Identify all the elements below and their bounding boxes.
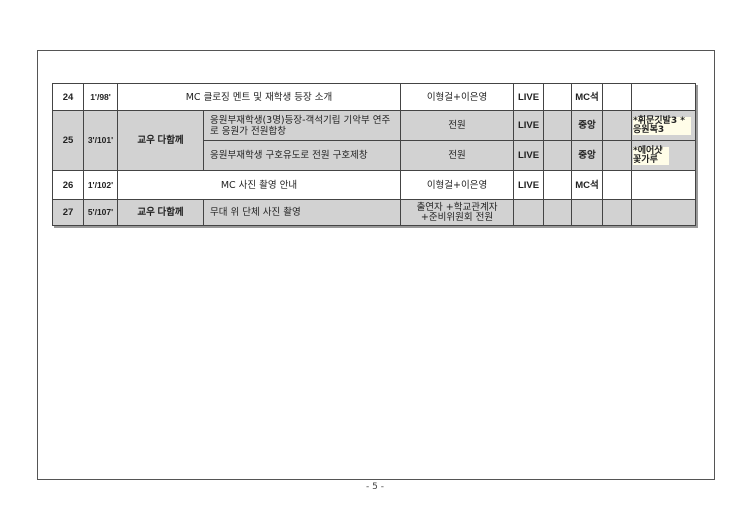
- row-position: MC석: [571, 170, 604, 200]
- row-sound: LIVE: [513, 83, 545, 111]
- row-position: MC석: [571, 83, 604, 111]
- row-content: 무대 위 단체 사진 촬영: [202, 199, 402, 226]
- table-row: 26 1'/102' MC 사진 촬영 안내 이형걸+이은영 LIVE MC석: [52, 170, 697, 200]
- row-time: 3'/101': [83, 110, 118, 171]
- row-content: MC 사진 촬영 안내: [116, 170, 402, 200]
- row-position: 중앙: [571, 110, 604, 141]
- row-sound: LIVE: [513, 170, 545, 200]
- row-note: *휘문깃발3 *응원복3: [633, 116, 692, 135]
- table-row: 27 5'/107' 교우 다함께 무대 위 단체 사진 촬영 출연자 +학교관…: [52, 199, 697, 226]
- row-performer: 전원: [400, 110, 515, 141]
- row-no: 25: [52, 110, 84, 171]
- row-group: 교우 다함께: [117, 110, 204, 171]
- row-time: 5'/107': [83, 199, 118, 226]
- row-content: 응원부재학생(3명)등장-객석기립 기악부 연주로 응원가 전원합창: [202, 110, 402, 141]
- row-sound: LIVE: [513, 110, 545, 141]
- row-time: 1'/98': [83, 83, 118, 111]
- row-performer: 이형걸+이은영: [400, 170, 515, 200]
- row-note: *에어샷 꽃가루: [633, 146, 670, 165]
- row-position: 중앙: [571, 140, 604, 171]
- row-performer: 이형걸+이은영: [400, 83, 515, 111]
- row-sound: LIVE: [513, 140, 545, 171]
- row-no: 27: [52, 199, 84, 226]
- row-performer: 전원: [400, 140, 515, 171]
- table-row: 24 1'/98' MC 클로징 멘트 및 재학생 등장 소개 이형걸+이은영 …: [52, 83, 697, 111]
- row-no: 26: [52, 170, 84, 200]
- row-content: MC 클로징 멘트 및 재학생 등장 소개: [116, 83, 402, 111]
- program-table: 24 1'/98' MC 클로징 멘트 및 재학생 등장 소개 이형걸+이은영 …: [52, 83, 697, 226]
- table-row: 25 3'/101' 교우 다함께 응원부재학생(3명)등장-객석기립 기악부 …: [52, 110, 697, 171]
- page-number: - 5 -: [366, 482, 384, 492]
- row-no: 24: [52, 83, 84, 111]
- page-border: [37, 50, 715, 480]
- row-time: 1'/102': [83, 170, 118, 200]
- row-content: 응원부재학생 구호유도로 전원 구호제창: [202, 140, 402, 171]
- row-group: 교우 다함께: [117, 199, 204, 226]
- row-performer: 출연자 +학교관계자 +준비위원회 전원: [400, 199, 515, 226]
